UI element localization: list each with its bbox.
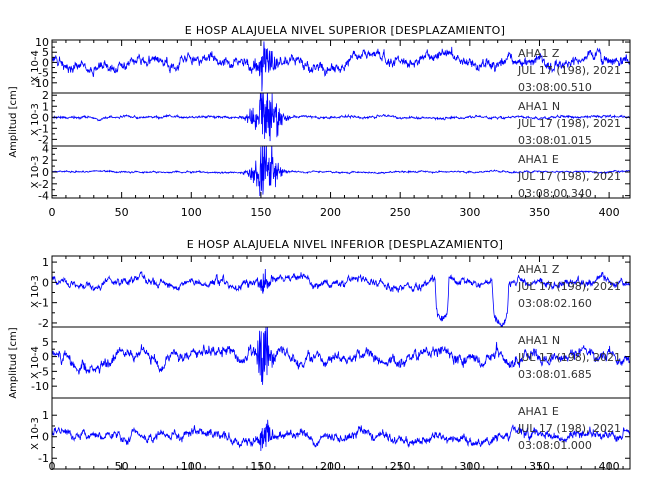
y-tick-label: -10	[31, 77, 49, 90]
y-tick-label: -2	[38, 178, 49, 191]
trace-annotation: AHA1 Z	[518, 263, 560, 276]
y-tick-label: -4	[38, 190, 49, 203]
panel-3: 420-2-4X 10-3 AHA1 E JUL 17 (198), 2021 03:…	[30, 142, 631, 203]
y-scale-label: X 10-3	[30, 275, 41, 308]
trace-annotation: 03:08:01.000	[518, 439, 592, 452]
series-line	[52, 41, 630, 92]
series-line	[52, 419, 630, 451]
x-tick-label: 350	[529, 460, 550, 473]
trace-annotation: 03:08:01.015	[518, 134, 592, 147]
trace-annotation: JUL 17 (198), 2021	[517, 422, 621, 435]
y-axis-label: Amplitud [cm]	[8, 86, 19, 157]
y-tick-label: -2	[38, 317, 49, 330]
y-tick-label: 5	[42, 336, 49, 349]
y-tick-label: 1	[42, 256, 49, 269]
trace-annotation: 03:08:02.160	[518, 297, 592, 310]
x-tick-label: 400	[599, 206, 620, 219]
x-tick-label: 200	[320, 206, 341, 219]
panel-2: 5 0-5 -10X 10-4 AHA1 N JUL 17 (198), 2021 03:…	[30, 326, 631, 399]
trace-annotation: AHA1 N	[518, 334, 560, 347]
trace-annotation: JUL 17 (198), 2021	[517, 170, 621, 183]
x-tick-label: 300	[459, 460, 480, 473]
series-line	[52, 146, 630, 197]
trace-annotation: JUL 17 (198), 2021	[517, 117, 621, 130]
y-scale-label: X 10-4	[30, 346, 41, 379]
trace-annotation: JUL 17 (198), 2021	[517, 280, 621, 293]
y-tick-label: 1	[42, 409, 49, 422]
x-tick-label: 0	[49, 206, 56, 219]
x-tick-label: 400	[599, 460, 620, 473]
trace-annotation: 03:08:00.340	[518, 187, 592, 200]
y-scale-label: X 10-4	[30, 50, 41, 83]
y-tick-label: -5	[38, 67, 49, 80]
y-tick-label: -1	[38, 297, 49, 310]
y-tick-label: 2	[42, 154, 49, 167]
series-line	[52, 93, 630, 142]
y-tick-label: 2	[42, 89, 49, 102]
y-tick-label: 0	[42, 276, 49, 289]
chart-title: E HOSP ALAJUELA NIVEL INFERIOR [DESPLAZA…	[187, 238, 504, 251]
y-tick-label: -10	[31, 380, 49, 393]
trace-annotation: AHA1 Z	[518, 47, 560, 60]
y-tick-label: 0	[42, 431, 49, 444]
x-tick-label: 150	[250, 206, 271, 219]
y-tick-label: 0	[42, 166, 49, 179]
trace-annotation: JUL 17 (198), 2021	[517, 351, 621, 364]
x-tick-label: 250	[390, 206, 411, 219]
y-scale-label: X 10-3	[30, 156, 41, 189]
x-tick-label: 100	[181, 460, 202, 473]
series-line	[52, 269, 630, 327]
y-tick-label: -1	[38, 122, 49, 135]
y-tick-label: 0	[42, 351, 49, 364]
y-tick-label: -5	[38, 365, 49, 378]
trace-annotation: AHA1 E	[518, 153, 559, 166]
x-tick-label: 200	[320, 460, 341, 473]
x-tick-label: 100	[181, 206, 202, 219]
x-tick-label: 50	[115, 460, 129, 473]
y-tick-label: 5	[42, 46, 49, 59]
chart-superior: E HOSP ALAJUELA NIVEL SUPERIOR [DESPLAZA…	[8, 24, 631, 219]
y-tick-label: 4	[42, 142, 49, 155]
trace-annotation: 03:08:00.510	[518, 81, 592, 94]
y-tick-label: 10	[35, 36, 49, 49]
x-tick-label: 50	[115, 206, 129, 219]
x-tick-label: 250	[390, 460, 411, 473]
y-tick-label: 1	[42, 100, 49, 113]
y-scale-label: X 10-3	[30, 103, 41, 136]
chart-title: E HOSP ALAJUELA NIVEL SUPERIOR [DESPLAZA…	[185, 24, 505, 37]
trace-annotation: AHA1 N	[518, 100, 560, 113]
panel-1: 1 0 -1 -2 X 10-3 AHA1 Z JUL 17 (198), 2021 03:0…	[30, 255, 631, 330]
panel-frame	[51, 397, 631, 470]
x-tick-label: 350	[529, 206, 550, 219]
chart-inferior: E HOSP ALAJUELA NIVEL INFERIOR [DESPLAZA…	[8, 238, 631, 473]
trace-annotation: JUL 17 (198), 2021	[517, 64, 621, 77]
y-scale-label: X 10-3	[30, 417, 41, 450]
y-axis-label: Amplitud [cm]	[8, 327, 19, 398]
x-tick-label: 0	[49, 460, 56, 473]
y-tick-label: -2	[38, 133, 49, 146]
y-tick-label: 0	[42, 56, 49, 69]
x-tick-label: 150	[250, 460, 271, 473]
panel-2: 210-1-2X 10-3 AHA1 N JUL 17 (198), 2021 03:…	[30, 89, 631, 147]
y-tick-label: -1	[38, 452, 49, 465]
trace-annotation: AHA1 E	[518, 405, 559, 418]
y-tick-label: 0	[42, 111, 49, 124]
series-line	[52, 327, 630, 385]
trace-annotation: 03:08:01.685	[518, 368, 592, 381]
x-tick-label: 300	[459, 206, 480, 219]
